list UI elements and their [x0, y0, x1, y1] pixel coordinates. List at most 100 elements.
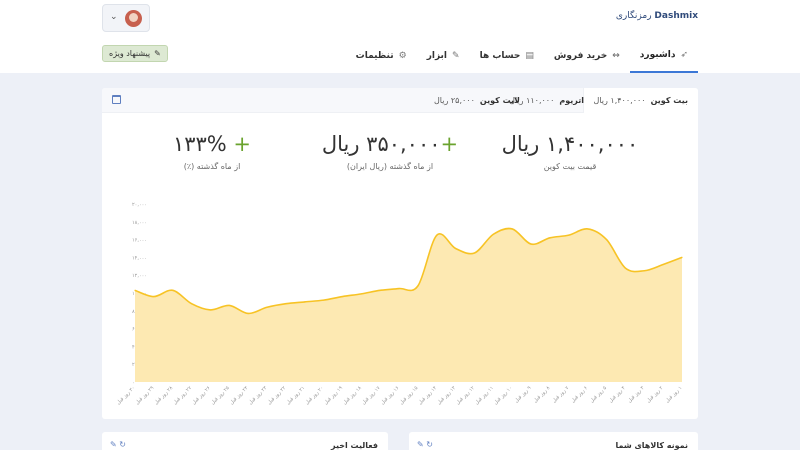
- user-menu-button[interactable]: ⌄: [102, 4, 150, 32]
- nav-item-0[interactable]: ➶ داشبورد: [629, 38, 698, 73]
- data-point: [643, 270, 645, 272]
- x-tick-label: ۱۳ روز قبل: [436, 385, 457, 406]
- nav-item-label: ابزار: [426, 50, 448, 61]
- y-tick-label: ۱۸,۰۰۰: [132, 220, 147, 226]
- data-point: [360, 293, 362, 295]
- data-point: [228, 304, 230, 307]
- chevron-down-icon: ⌄: [110, 12, 118, 22]
- x-tick-label: ۹ روز قبل: [514, 385, 533, 404]
- x-tick-label: ۴ روز قبل: [608, 385, 627, 404]
- special-offer-button[interactable]: ✎ پیشنهاد ویژه: [102, 45, 168, 62]
- y-tick-label: ۲۰,۰۰۰: [132, 202, 147, 208]
- x-tick-label: ۷ روز قبل: [551, 385, 570, 404]
- data-point: [530, 243, 532, 245]
- nav-item-4[interactable]: ⚙ تنظیمات: [346, 38, 417, 73]
- refresh-icon[interactable]: ↻ ✎: [110, 440, 126, 449]
- nav-item-3[interactable]: ✎ ابزار: [417, 38, 470, 73]
- stat-value: ۳۵۰,۰۰۰ ریال: [321, 132, 441, 156]
- x-tick-label: ۱۷ روز قبل: [361, 385, 382, 406]
- x-tick-label: ۱۱ روز قبل: [474, 385, 495, 406]
- nav-item-1[interactable]: ↔ خرید فروش: [544, 38, 630, 73]
- special-offer-label: پیشنهاد ویژه: [109, 49, 151, 58]
- x-tick-label: ۲۸ روز قبل: [153, 385, 174, 406]
- x-tick-label: ۱۹ روز قبل: [323, 385, 344, 406]
- data-point: [681, 256, 683, 258]
- nav-item-2[interactable]: ▤ حساب ها: [470, 38, 544, 73]
- stat-value: ۱۳۳%: [172, 132, 227, 156]
- top-header: Dashmix رمزنگاری ⌄ ➶ داشبورد ↔ خرید فروش ▤ حس…: [0, 0, 800, 73]
- x-tick-label: ۲۵ روز قبل: [210, 385, 231, 406]
- tab-bitcoin-name: بیت کوین: [650, 96, 688, 105]
- tab-ethereum-price: ۱۱۰,۰۰۰ ریال: [509, 96, 555, 105]
- tab-litecoin[interactable]: لایت کوین ۲۵,۰۰۰ ریال: [426, 88, 528, 113]
- y-tick-label: ۰: [132, 380, 135, 386]
- brand-suffix: رمزنگاری: [615, 11, 655, 21]
- avatar: [125, 10, 142, 27]
- tab-bitcoin[interactable]: بیت کوین ۱,۴۰۰,۰۰۰ ریال: [582, 88, 698, 113]
- data-point: [455, 247, 457, 250]
- x-tick-label: ۲۴ روز قبل: [229, 385, 250, 406]
- stat-monthly-percent: + ۱۳۳% از ماه گذشته (٪): [132, 132, 292, 171]
- data-point: [624, 267, 627, 269]
- data-point: [247, 312, 249, 315]
- rocket-icon: ➶: [680, 49, 688, 60]
- brand-logo[interactable]: Dashmix رمزنگاری: [616, 11, 698, 21]
- stat-label: از ماه گذشته (٪): [183, 162, 241, 171]
- tab-bitcoin-price: ۱,۴۰۰,۰۰۰ ریال: [593, 96, 646, 105]
- data-point: [436, 234, 438, 236]
- data-point: [379, 289, 381, 291]
- data-point: [134, 289, 136, 291]
- data-point: [304, 301, 306, 303]
- refresh-icon[interactable]: ↻ ✎: [417, 440, 433, 449]
- x-tick-label: ۱۴ روز قبل: [417, 385, 438, 406]
- data-point: [153, 295, 155, 298]
- data-point: [549, 237, 551, 239]
- main-nav: ➶ داشبورد ↔ خرید فروش ▤ حساب ها ✎ ابزار ⚙ تنظیمات: [346, 38, 698, 73]
- x-tick-label: ۵ روز قبل: [589, 385, 608, 404]
- data-point: [398, 287, 400, 290]
- x-tick-label: ۱۸ روز قبل: [342, 385, 363, 406]
- x-tick-label: ۱۶ روز قبل: [380, 385, 401, 406]
- data-point: [662, 263, 664, 266]
- x-tick-label: ۲۷ روز قبل: [172, 385, 193, 406]
- data-point: [285, 303, 287, 305]
- nav-item-label: خرید فروش: [553, 50, 608, 61]
- x-tick-label: ۱۰ روز قبل: [493, 385, 514, 406]
- x-tick-label: ۶ روز قبل: [570, 385, 589, 404]
- series-line: [134, 227, 683, 315]
- panel-title: فعالیت اخیر: [330, 441, 378, 450]
- gear-icon: ⚙: [398, 50, 407, 61]
- data-point: [209, 309, 212, 311]
- wallet-icon: ▤: [525, 50, 534, 61]
- tab-litecoin-name: لایت کوین: [479, 96, 520, 105]
- panel-title: نمونه کالاهای شما: [615, 441, 688, 450]
- price-area-chart: ۰۲,۰۰۰۴,۰۰۰۶,۰۰۰۸,۰۰۰۱۰,۰۰۰۱۲,۰۰۰۱۴,۰۰۰۱…: [116, 202, 684, 406]
- data-point: [341, 295, 344, 298]
- tab-ethereum[interactable]: اتریوم ۱۱۰,۰۰۰ ریال: [501, 88, 592, 113]
- x-tick-label: ۲۱ روز قبل: [285, 385, 306, 406]
- data-point: [473, 252, 476, 254]
- stat-value: ۱,۴۰۰,۰۰۰ ریال: [501, 132, 639, 156]
- x-tick-label: ۱ روز قبل: [664, 385, 683, 404]
- tab-litecoin-price: ۲۵,۰۰۰ ریال: [433, 96, 475, 105]
- y-tick-label: ۱۶,۰۰۰: [132, 238, 147, 244]
- data-point: [190, 303, 193, 305]
- stat-plus: +: [226, 132, 252, 156]
- data-point: [172, 289, 174, 291]
- nav-item-label: حساب ها: [479, 50, 521, 61]
- data-point: [266, 306, 268, 308]
- x-tick-label: ۳ روز قبل: [627, 385, 646, 404]
- calendar-icon[interactable]: [112, 95, 121, 104]
- coin-tabs: بیت کوین ۱,۴۰۰,۰۰۰ ریال اتریوم ۱۱۰,۰۰۰ ریا…: [102, 88, 698, 113]
- data-point: [568, 234, 570, 236]
- nav-item-label: تنظیمات: [355, 50, 394, 61]
- wrench-icon: ✎: [452, 50, 460, 61]
- pencil-icon: ✎: [154, 49, 161, 58]
- y-tick-label: ۱۴,۰۰۰: [132, 255, 147, 261]
- data-point: [323, 299, 325, 301]
- tab-ethereum-name: اتریوم: [559, 96, 584, 105]
- stat-bitcoin-price: ۱,۴۰۰,۰۰۰ ریال قیمت بیت کوین: [490, 132, 650, 171]
- x-tick-label: ۲ روز قبل: [646, 385, 665, 404]
- x-tick-label: ۲۶ روز قبل: [191, 385, 212, 406]
- stat-plus: +: [440, 132, 459, 156]
